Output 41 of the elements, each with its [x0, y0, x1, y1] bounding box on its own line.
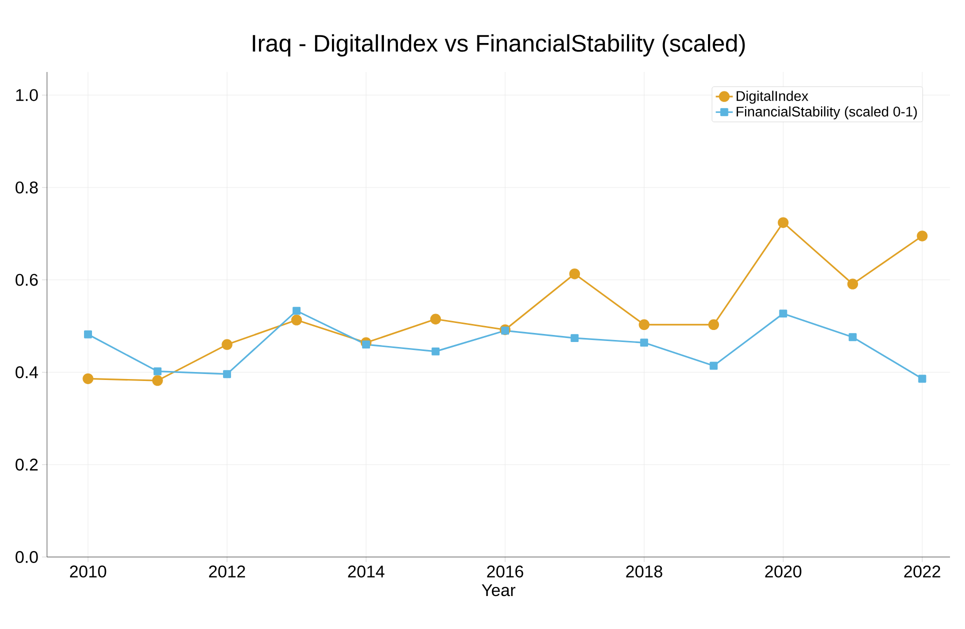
y-tick-label: 0.2 [16, 458, 38, 471]
legend-label: FinancialStability (scaled 0-1) [736, 106, 917, 120]
point [501, 326, 510, 335]
x-tick-label: 2022 [904, 566, 940, 578]
point [152, 375, 163, 386]
x-tick-label: 2020 [765, 566, 802, 578]
point [84, 330, 92, 338]
point [154, 367, 162, 376]
point [638, 319, 650, 330]
point [430, 314, 441, 324]
point [223, 370, 232, 378]
point [640, 338, 648, 347]
y-tick-label: 0.0 [16, 551, 38, 563]
point [292, 306, 301, 315]
y-tick-label: 0.8 [16, 181, 38, 194]
x-tick-label: 2018 [626, 566, 662, 578]
y-tick-label: 0.4 [16, 366, 38, 378]
point [710, 362, 718, 370]
point [82, 373, 94, 384]
y-tick-label: 0.6 [16, 274, 38, 286]
point [916, 230, 928, 242]
point [778, 217, 789, 228]
point [708, 319, 720, 330]
legend-label: DigitalIndex [736, 90, 808, 104]
chart-title: Iraq - DigitalIndex vs FinancialStability (scaled) [252, 34, 745, 57]
point [847, 278, 858, 290]
point [362, 340, 370, 349]
point [848, 333, 857, 342]
x-tick-label: 2016 [487, 566, 524, 578]
point [570, 334, 579, 342]
x-axis-title: Year [482, 584, 516, 596]
x-tick-label: 2012 [209, 566, 246, 578]
point [222, 339, 232, 350]
x-tick-label: 2010 [70, 566, 106, 578]
y-tick-label: 1.0 [16, 89, 38, 102]
point [291, 314, 302, 326]
point [779, 310, 788, 318]
point [918, 374, 926, 383]
point [569, 268, 580, 280]
point [432, 347, 440, 356]
x-tick-label: 2014 [348, 566, 384, 578]
